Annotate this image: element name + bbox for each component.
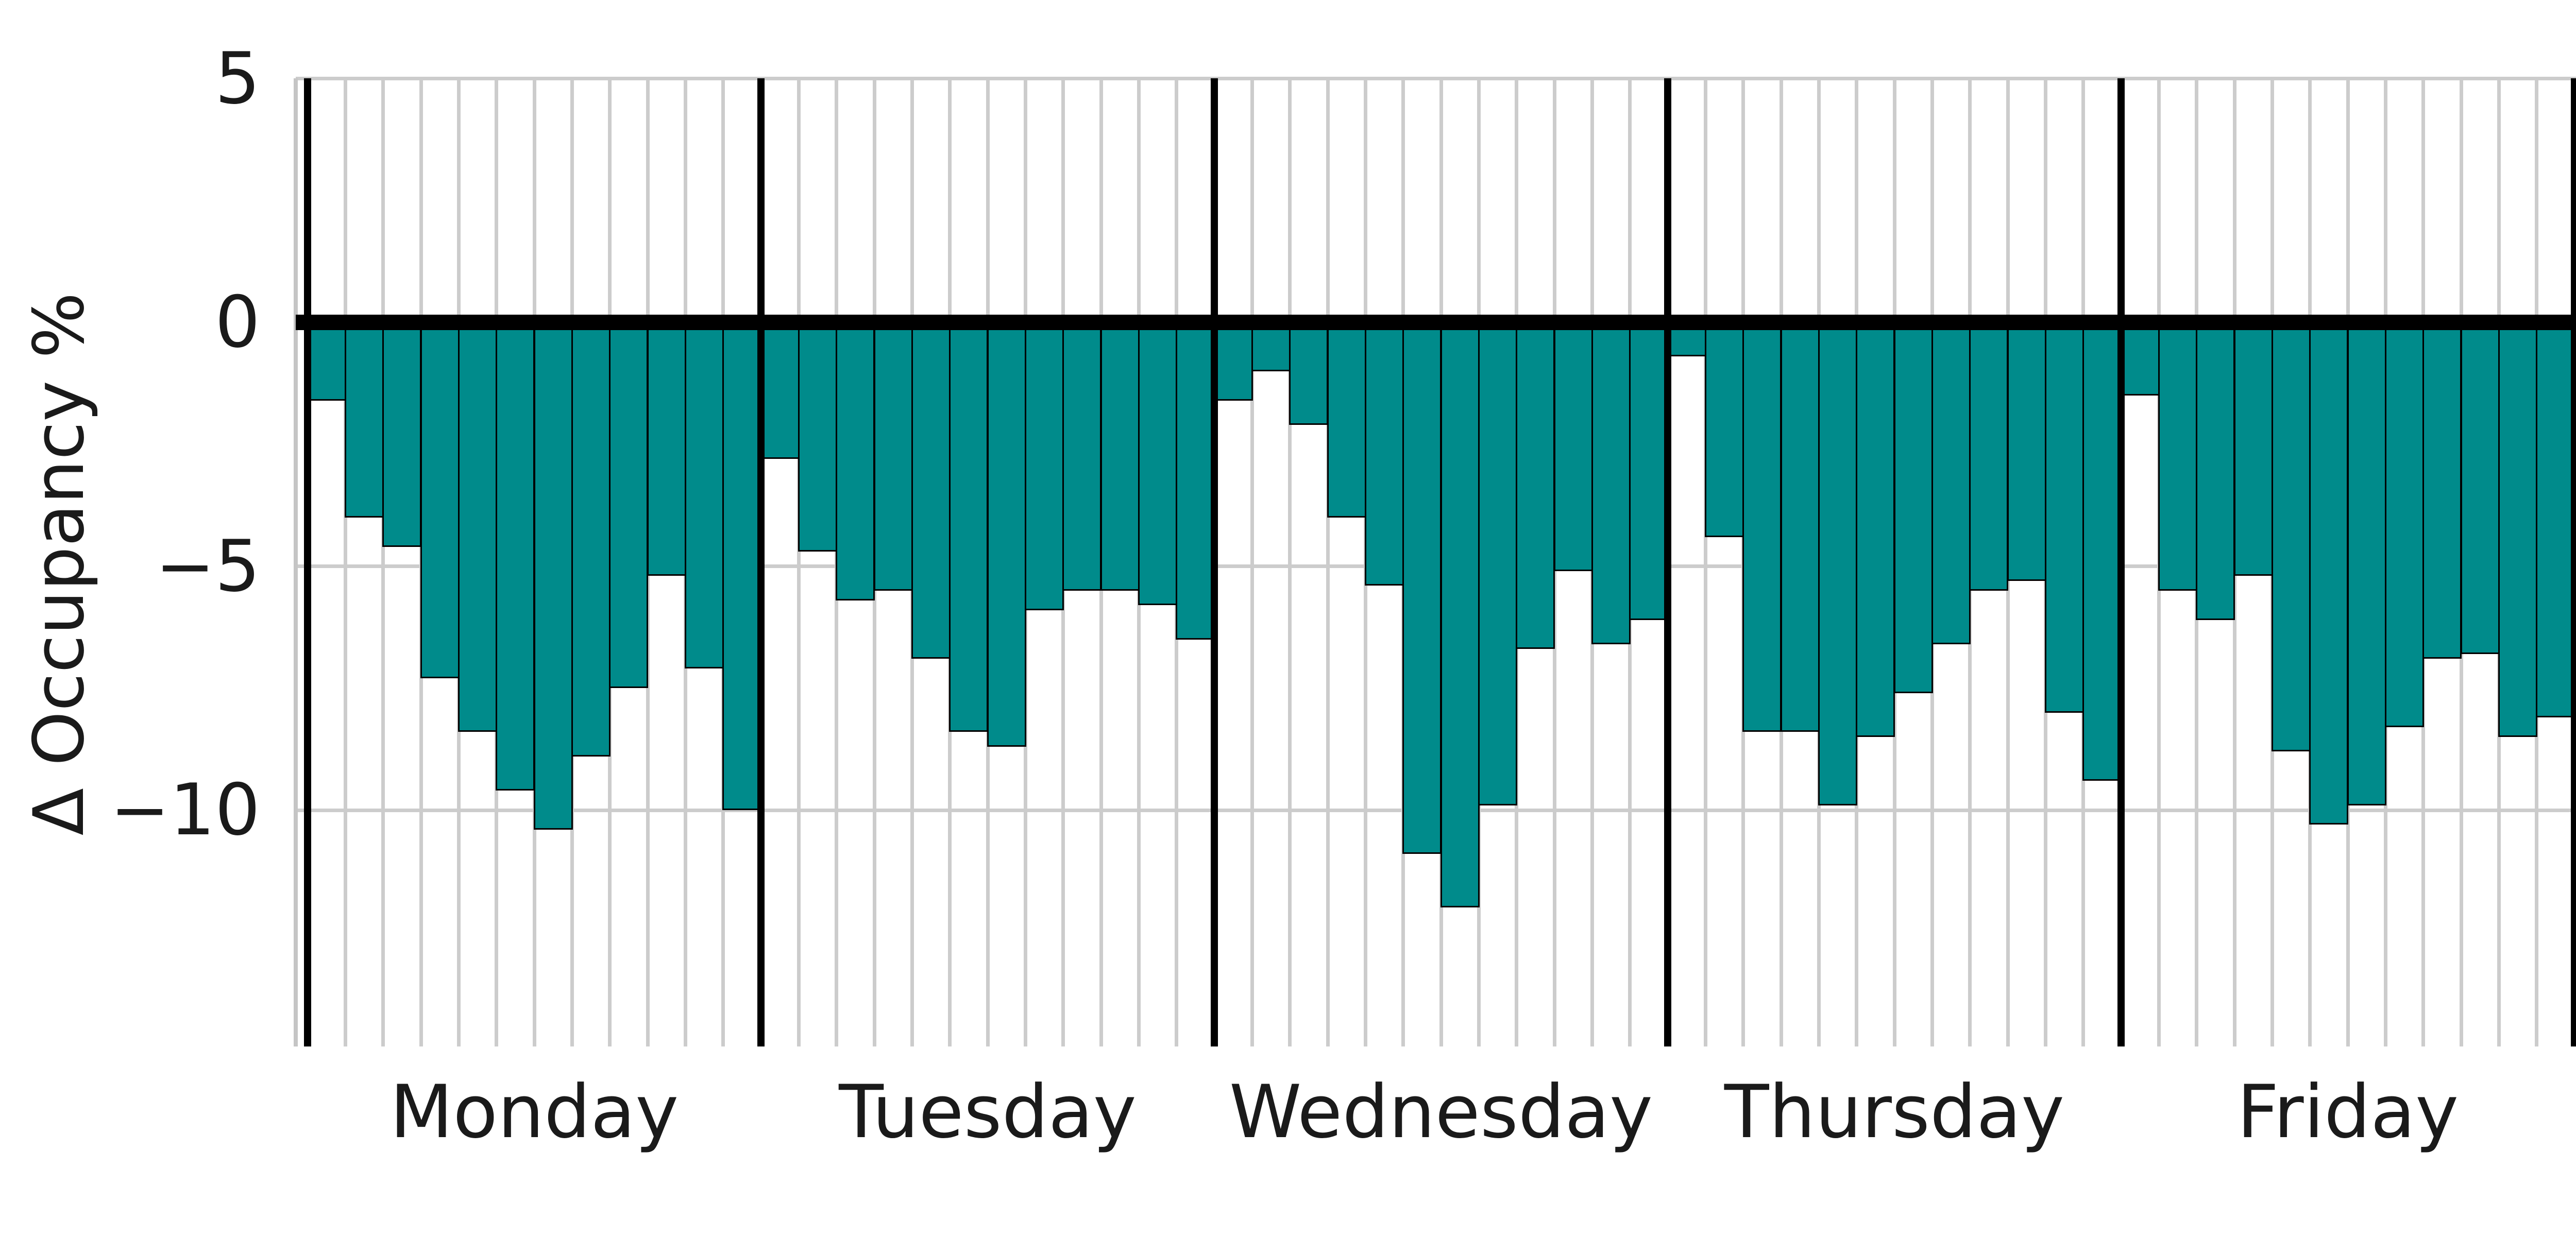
bar (1856, 322, 1895, 737)
x-tick-label: Thursday (1724, 1070, 2065, 1155)
bar (2309, 322, 2349, 825)
bar (457, 322, 498, 732)
grid-line-vertical (1288, 78, 1292, 1046)
grid-line-vertical (1250, 78, 1254, 1046)
grid-line-vertical (381, 78, 385, 1046)
bar (1364, 322, 1404, 586)
bar (1893, 322, 1933, 693)
day-divider-line (2571, 78, 2576, 1046)
x-tick-label: Wednesday (1229, 1070, 1653, 1155)
zero-line (296, 315, 2576, 330)
bar (533, 322, 573, 830)
day-divider-line (2117, 78, 2125, 1046)
bar (2158, 322, 2198, 591)
bar (1176, 322, 1215, 640)
day-divider-line (757, 78, 765, 1046)
bar (571, 322, 611, 757)
bar (987, 322, 1026, 747)
grid-line-vertical (343, 78, 347, 1046)
bar (1024, 322, 1064, 610)
bar (1629, 322, 1669, 620)
bar (1969, 322, 2009, 591)
bar (760, 322, 800, 459)
grid-line-vertical (1326, 78, 1330, 1046)
bar (1138, 322, 1178, 606)
grid-line-vertical (796, 78, 801, 1046)
bar (1818, 322, 1858, 805)
bar (1553, 322, 1593, 571)
bar (836, 322, 875, 600)
bar (1213, 322, 1253, 401)
bar (911, 322, 951, 659)
bar (2422, 322, 2462, 659)
bar (949, 322, 989, 732)
bar (2082, 322, 2122, 781)
bar (1440, 322, 1480, 908)
bar (1289, 322, 1329, 425)
x-tick-label: Saturday (2569, 1069, 2576, 1156)
bar (2460, 322, 2500, 654)
x-tick-label: Friday (2236, 1070, 2459, 1155)
y-tick-label: 0 (215, 281, 260, 364)
bar (2044, 322, 2084, 713)
grid-line-horizontal (296, 77, 2576, 80)
bar (1327, 322, 1366, 518)
bar (1780, 322, 1820, 732)
x-tick-label: Monday (389, 1070, 679, 1155)
y-tick-label: −5 (155, 524, 260, 608)
bar (2233, 322, 2273, 576)
bar (609, 322, 649, 689)
y-tick-label: −10 (110, 768, 260, 851)
day-divider-line (304, 78, 311, 1046)
bar (496, 322, 535, 791)
bar (307, 322, 346, 401)
y-tick-labels-container: 5 0 −5 −10 (0, 0, 294, 1236)
axis-spine-left (294, 78, 298, 1046)
bar (2271, 322, 2311, 752)
y-tick-label: 5 (215, 37, 260, 120)
bar (1402, 322, 1442, 854)
bar (1591, 322, 1631, 645)
bar (1062, 322, 1102, 591)
bar (798, 322, 838, 552)
bar (420, 322, 460, 679)
bar (2120, 322, 2160, 396)
bar (873, 322, 913, 591)
bar (1931, 322, 1971, 645)
bar (1478, 322, 1518, 805)
bar (2384, 322, 2425, 727)
bar (1742, 322, 1782, 732)
bar (382, 322, 422, 547)
bar (2007, 322, 2046, 581)
plot-area (294, 77, 2576, 1046)
bar (344, 322, 384, 518)
bar (2498, 322, 2538, 737)
grid-line-vertical (1703, 78, 1707, 1046)
bar (2536, 322, 2575, 718)
x-tick-label: Tuesday (839, 1070, 1137, 1155)
day-divider-line (1211, 78, 1218, 1046)
bar (1100, 322, 1140, 591)
bar (2196, 322, 2235, 620)
bar (722, 322, 762, 810)
bar (2347, 322, 2386, 805)
bar (1704, 322, 1744, 537)
bar (1516, 322, 1555, 649)
bar (647, 322, 686, 576)
day-divider-line (1664, 78, 1671, 1046)
bar (684, 322, 724, 669)
